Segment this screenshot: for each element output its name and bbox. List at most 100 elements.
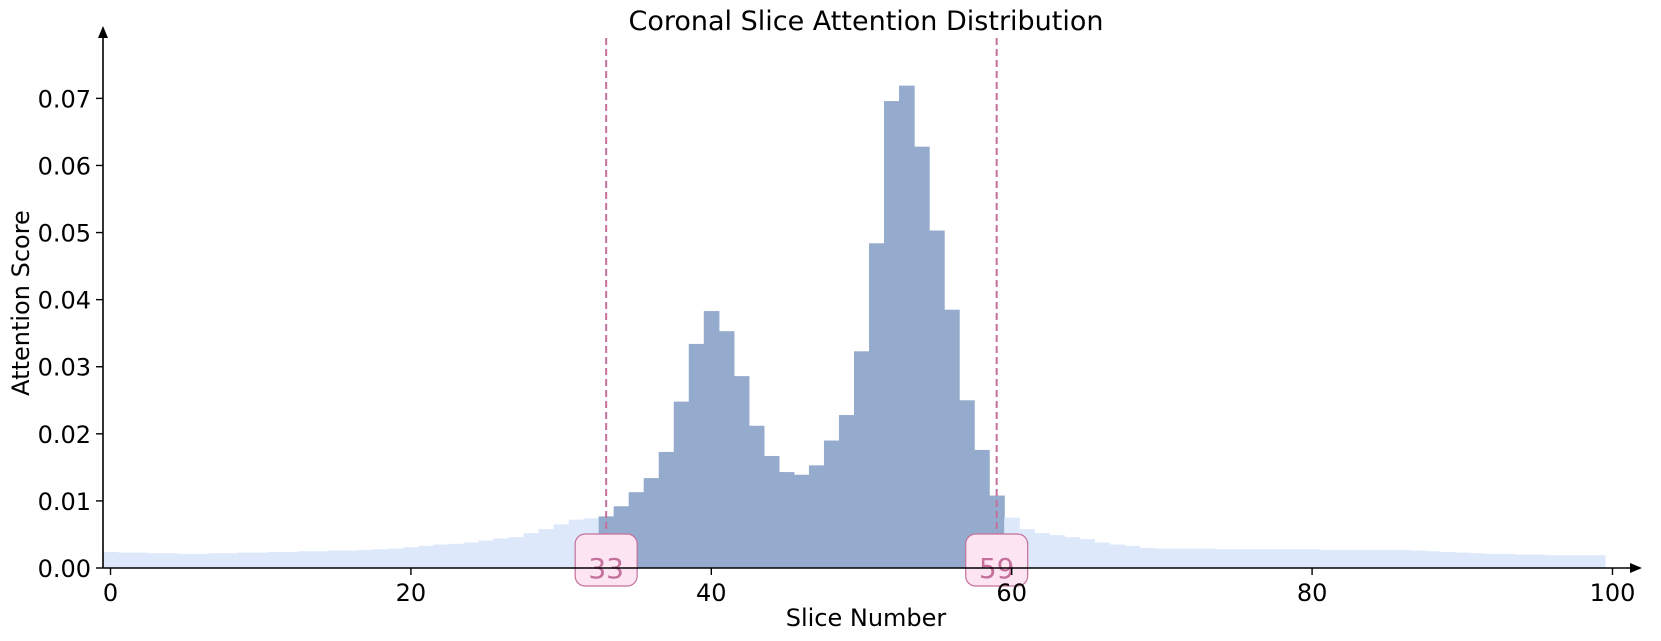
bar-slice-15 xyxy=(328,550,344,568)
bar-slice-92 xyxy=(1484,553,1501,568)
bar-slice-85 xyxy=(1379,549,1396,568)
bar-slice-77 xyxy=(1259,549,1276,568)
bar-slice-62 xyxy=(1034,533,1050,568)
bar-slice-69 xyxy=(1139,547,1155,568)
bar-slice-39 xyxy=(688,343,705,568)
bar-slice-81 xyxy=(1319,549,1336,568)
bar-slice-38 xyxy=(673,401,690,568)
y-ticks-group: 0.00 0.01 0.02 0.03 0.04 0.05 0.06 0.07 xyxy=(38,85,103,583)
bar-slice-2 xyxy=(133,552,149,568)
bar-slice-96 xyxy=(1544,555,1561,568)
bar-slice-43 xyxy=(748,425,765,568)
bar-slice-13 xyxy=(298,551,314,568)
bar-slice-16 xyxy=(343,550,359,568)
bar-slice-93 xyxy=(1499,553,1516,568)
bar-slice-99 xyxy=(1589,555,1606,568)
y-tick-label: 0.04 xyxy=(38,287,91,315)
bar-slice-1 xyxy=(118,552,134,568)
bar-slice-54 xyxy=(914,146,930,568)
bar-slice-4 xyxy=(163,553,179,568)
bar-slice-44 xyxy=(763,455,780,568)
x-ticks-group: 0 20 40 60 80 100 xyxy=(103,568,1636,607)
bar-slice-83 xyxy=(1349,549,1366,568)
bar-slice-98 xyxy=(1574,555,1591,568)
bar-slice-86 xyxy=(1394,549,1411,568)
bar-slice-90 xyxy=(1454,552,1471,568)
bar-slice-87 xyxy=(1409,550,1426,568)
bar-slice-42 xyxy=(733,376,750,568)
x-tick-label: 40 xyxy=(696,579,727,607)
y-tick-label: 0.06 xyxy=(38,152,91,180)
bar-slice-5 xyxy=(178,553,194,568)
bar-slice-50 xyxy=(853,351,870,568)
bar-slice-20 xyxy=(403,547,420,568)
bar-slice-10 xyxy=(253,552,269,568)
bar-slice-79 xyxy=(1289,549,1306,568)
bar-slice-14 xyxy=(313,551,329,568)
bar-slice-25 xyxy=(478,540,495,568)
bar-slice-64 xyxy=(1064,537,1080,568)
bar-slice-51 xyxy=(869,243,885,569)
bar-slice-23 xyxy=(448,543,465,568)
y-tick-label: 0.03 xyxy=(38,354,91,382)
x-axis-label: Slice Number xyxy=(786,604,947,632)
bar-slice-9 xyxy=(238,552,254,568)
x-axis-arrow xyxy=(1630,563,1642,573)
bar-slice-76 xyxy=(1244,549,1261,568)
bar-slice-67 xyxy=(1109,544,1125,568)
bar-slice-3 xyxy=(148,553,164,568)
y-tick-label: 0.07 xyxy=(38,85,91,113)
bar-slice-71 xyxy=(1169,548,1186,568)
bar-slice-28 xyxy=(523,533,540,568)
bar-slice-89 xyxy=(1439,551,1456,568)
bar-slice-37 xyxy=(658,451,675,568)
range-start-badge xyxy=(574,533,638,587)
bar-slice-91 xyxy=(1469,553,1486,568)
bar-slice-0 xyxy=(103,551,119,568)
bar-slice-94 xyxy=(1514,554,1531,568)
y-tick-label: 0.00 xyxy=(38,555,91,583)
y-axis-label: Attention Score xyxy=(7,210,35,396)
bar-slice-95 xyxy=(1529,554,1546,568)
bar-slice-47 xyxy=(808,465,825,568)
bar-slice-30 xyxy=(553,524,570,568)
bar-slice-12 xyxy=(283,551,299,568)
bar-slice-7 xyxy=(208,553,224,568)
bar-slice-21 xyxy=(418,545,435,568)
bar-slice-29 xyxy=(538,529,555,568)
bar-slice-11 xyxy=(268,551,284,568)
bar-slice-68 xyxy=(1124,545,1140,568)
bar-slice-78 xyxy=(1274,549,1291,568)
bar-slice-6 xyxy=(193,553,209,568)
bar-slice-72 xyxy=(1184,548,1201,568)
x-tick-label: 100 xyxy=(1590,579,1636,607)
x-tick-label: 0 xyxy=(103,579,118,607)
bar-slice-74 xyxy=(1214,549,1231,568)
bar-slice-75 xyxy=(1229,549,1246,568)
bar-slice-65 xyxy=(1079,539,1095,568)
bar-slice-41 xyxy=(718,331,735,568)
x-tick-label: 20 xyxy=(396,579,427,607)
bar-slice-88 xyxy=(1424,551,1441,568)
bar-slice-73 xyxy=(1199,548,1216,568)
bar-slice-27 xyxy=(508,537,525,568)
bar-slice-36 xyxy=(643,478,660,568)
bar-slice-56 xyxy=(944,309,960,568)
bar-slice-66 xyxy=(1094,542,1110,568)
bar-slice-70 xyxy=(1154,548,1171,568)
y-tick-label: 0.01 xyxy=(38,488,91,516)
bar-slice-53 xyxy=(899,85,915,568)
chart-title: Coronal Slice Attention Distribution xyxy=(628,6,1103,37)
bar-slice-26 xyxy=(493,538,510,568)
bar-slice-24 xyxy=(463,542,480,568)
bar-slice-22 xyxy=(433,544,450,568)
bar-slice-17 xyxy=(358,549,374,568)
bar-slice-18 xyxy=(373,549,389,568)
bar-slice-55 xyxy=(929,230,945,569)
bar-slice-57 xyxy=(959,400,975,568)
bar-slice-40 xyxy=(703,311,720,568)
bar-slice-82 xyxy=(1334,549,1351,568)
bar-slice-52 xyxy=(884,101,900,568)
bar-slice-45 xyxy=(778,472,795,568)
